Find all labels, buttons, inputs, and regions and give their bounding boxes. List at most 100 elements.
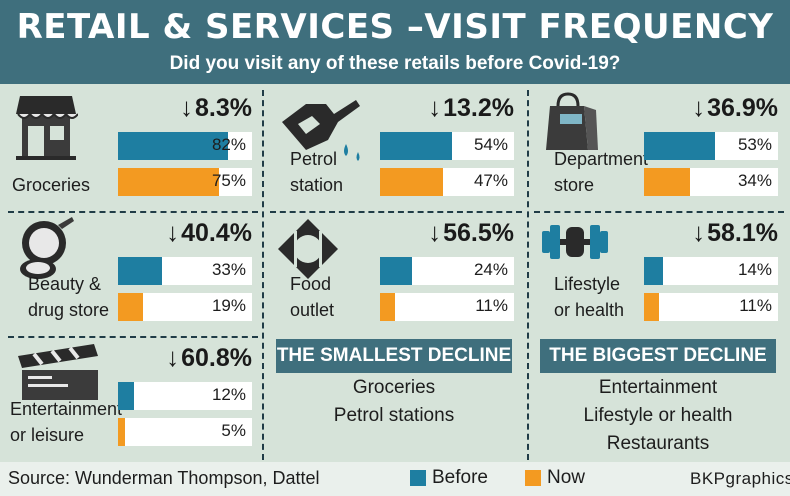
storefront-icon: [14, 92, 79, 167]
now-bar: [644, 293, 659, 321]
before-bar-track: 54%: [380, 132, 514, 160]
category-panel: Food outlet ↓56.5% 24% 11%: [270, 213, 520, 333]
down-arrow-icon: ↓: [180, 92, 194, 122]
before-bar: [644, 257, 663, 285]
now-value-label: 5%: [221, 421, 246, 440]
before-bar-track: 12%: [118, 382, 252, 410]
category-label: Petrol station: [290, 149, 344, 195]
now-value-label: 11%: [475, 296, 508, 315]
now-bar: [644, 168, 690, 196]
category-panel: Lifestyle or health ↓58.1% 14% 11%: [534, 213, 784, 333]
now-value-label: 11%: [739, 296, 772, 315]
compact-mirror-icon: [14, 217, 76, 288]
biggest-decline-list: Entertainment Lifestyle or health Restau…: [540, 374, 776, 458]
down-arrow-icon: ↓: [692, 217, 706, 247]
now-value-label: 47%: [473, 171, 508, 190]
category-panel: Groceries ↓8.3% 82% 75%: [8, 88, 258, 208]
dumbbell-icon: [540, 217, 610, 272]
before-bar-track: 33%: [118, 257, 252, 285]
category-panel: Petrol station ↓13.2% 54% 47%: [270, 88, 520, 208]
decline-value: 58.1%: [707, 219, 778, 247]
now-bar-track: 47%: [380, 168, 514, 196]
decline-value: 8.3%: [195, 94, 252, 122]
now-bar: [118, 168, 219, 196]
legend-now-label: Now: [547, 467, 586, 488]
decline-percent: ↓36.9%: [692, 92, 778, 123]
category-label: Entertainment or leisure: [10, 399, 123, 445]
before-bar: [644, 132, 716, 160]
before-value-label: 82%: [211, 135, 246, 154]
before-bar: [118, 132, 228, 160]
down-arrow-icon: ↓: [166, 342, 180, 372]
before-bar-track: 53%: [644, 132, 778, 160]
before-value-label: 12%: [211, 385, 246, 404]
category-label: Food outlet: [290, 274, 335, 320]
before-value-label: 53%: [737, 135, 772, 154]
shopping-bag-icon: [540, 92, 600, 159]
clapperboard-icon: [14, 342, 104, 407]
category-panel: Beauty & drug store ↓40.4% 33% 19%: [8, 213, 258, 333]
down-arrow-icon: ↓: [166, 217, 180, 247]
category-label: Lifestyle or health: [554, 274, 625, 320]
decline-percent: ↓60.8%: [166, 342, 252, 373]
footer: [0, 462, 790, 496]
decline-value: 60.8%: [181, 344, 252, 372]
smallest-decline-list: Groceries Petrol stations: [276, 374, 512, 430]
biggest-decline-banner: THE BIGGEST DECLINE: [540, 339, 776, 373]
row-divider: [534, 211, 784, 213]
header-banner: [0, 0, 790, 84]
before-value-label: 54%: [473, 135, 508, 154]
fuel-nozzle-icon: [276, 92, 364, 177]
list-item: Petrol stations: [333, 405, 455, 426]
now-value-label: 19%: [211, 296, 246, 315]
now-bar-track: 34%: [644, 168, 778, 196]
now-value-label: 34%: [737, 171, 772, 190]
now-bar: [118, 418, 125, 446]
legend-now-swatch: [525, 470, 541, 486]
before-bar: [380, 132, 453, 160]
before-bar: [118, 257, 163, 285]
before-value-label: 33%: [211, 260, 246, 279]
graphics-credit: BKPgraphics: [690, 469, 790, 488]
now-bar: [380, 293, 395, 321]
column-divider: [262, 90, 264, 460]
down-arrow-icon: ↓: [428, 217, 442, 247]
now-bar: [380, 168, 443, 196]
now-bar-track: 5%: [118, 418, 252, 446]
decline-percent: ↓40.4%: [166, 217, 252, 248]
chart-title: RETAIL & SERVICES –VISIT FREQUENCY: [16, 7, 774, 47]
before-bar-track: 82%: [118, 132, 252, 160]
source-note: Source: Wunderman Thompson, Dattel: [8, 468, 320, 488]
plate-cutlery-icon: [276, 217, 340, 286]
legend-before-swatch: [410, 470, 426, 486]
category-panel: Department store ↓36.9% 53% 34%: [534, 88, 784, 208]
decline-percent: ↓58.1%: [692, 217, 778, 248]
decline-percent: ↓8.3%: [180, 92, 252, 123]
now-bar: [118, 293, 144, 321]
category-label: Beauty & drug store: [28, 274, 110, 320]
list-item: Lifestyle or health: [583, 405, 733, 426]
column-divider: [527, 90, 529, 460]
before-bar: [118, 382, 135, 410]
now-bar-track: 11%: [380, 293, 514, 321]
row-divider: [8, 336, 258, 338]
smallest-decline-banner: THE SMALLEST DECLINE: [276, 339, 512, 373]
now-bar-track: 75%: [118, 168, 252, 196]
category-label: Groceries: [12, 175, 91, 195]
down-arrow-icon: ↓: [428, 92, 442, 122]
list-item: Groceries: [352, 377, 436, 398]
decline-value: 36.9%: [707, 94, 778, 122]
before-bar-track: 24%: [380, 257, 514, 285]
decline-percent: ↓56.5%: [428, 217, 514, 248]
now-value-label: 75%: [211, 171, 246, 190]
category-label: Department store: [554, 149, 649, 195]
before-bar: [380, 257, 413, 285]
list-item: Entertainment: [598, 377, 718, 398]
row-divider: [8, 211, 258, 213]
before-value-label: 24%: [473, 260, 508, 279]
down-arrow-icon: ↓: [692, 92, 706, 122]
chart-subtitle: Did you visit any of these retails befor…: [169, 53, 621, 74]
decline-value: 40.4%: [181, 219, 252, 247]
before-value-label: 14%: [737, 260, 772, 279]
category-panel: Entertainment or leisure ↓60.8% 12% 5%: [8, 338, 258, 458]
